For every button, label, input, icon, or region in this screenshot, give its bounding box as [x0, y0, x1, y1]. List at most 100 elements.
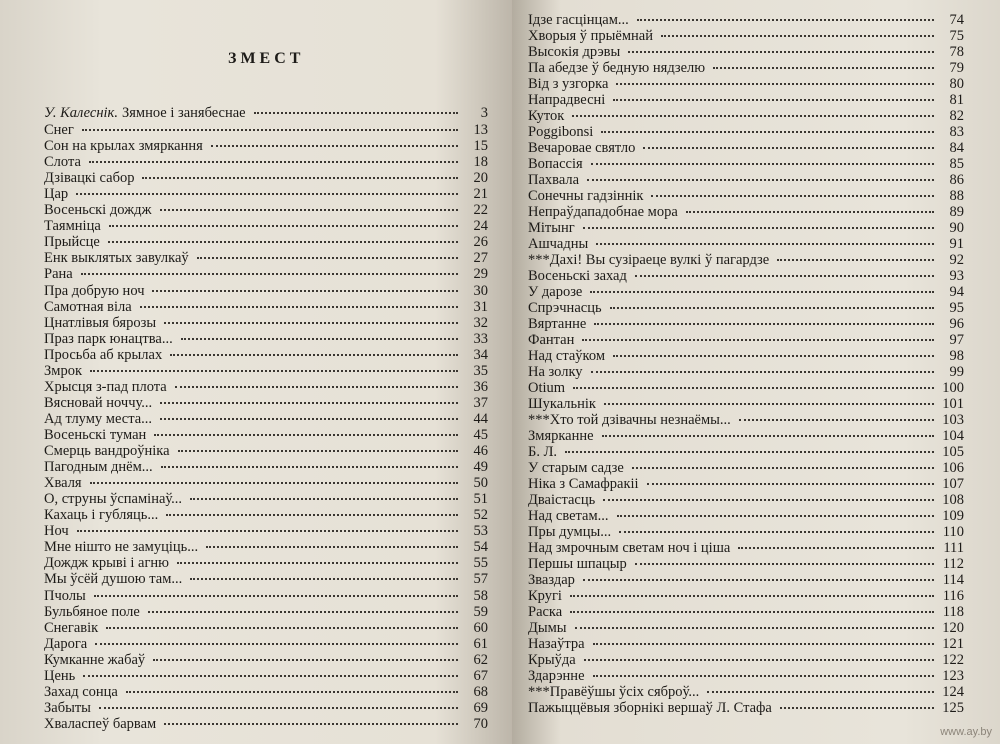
page-number: 27	[473, 250, 489, 267]
leader-dots	[582, 339, 934, 341]
entry-title: Раска	[528, 604, 563, 620]
leader-dots	[587, 179, 934, 181]
page-number: 30	[473, 282, 489, 299]
entry-title: Над светам...	[528, 508, 609, 524]
toc-entry: Б. Л. 105	[528, 444, 964, 461]
leader-dots	[196, 257, 458, 260]
toc-entry: Дымы 120	[528, 620, 964, 637]
entry-title: Здарэнне	[528, 668, 585, 684]
leader-dots	[170, 353, 458, 356]
entry-title: Шукальнік	[528, 396, 596, 412]
toc-entry: Рана 29	[44, 266, 488, 283]
leader-dots	[601, 131, 934, 133]
leader-dots	[107, 241, 458, 244]
page-number: 57	[473, 571, 489, 588]
toc-entry: Мы ўсёй душою там... 57	[44, 571, 488, 588]
page-number: 91	[949, 236, 965, 252]
entry-title: Таямніца	[44, 218, 101, 235]
entry-title: Першы шпацыр	[528, 556, 627, 572]
right-page: Ідзе гасцінцам... 74 Хворыя ў прыёмнай 75 Вы…	[512, 0, 1000, 744]
toc-entry: Пры думцы... 110	[528, 524, 964, 541]
toc-entry: Над стаўком 98	[528, 348, 964, 365]
leader-dots	[164, 722, 458, 725]
toc-entry: Прыйсце 26	[44, 234, 488, 251]
toc-entry: Над змрочным светам ноч і ціша 111	[528, 540, 964, 557]
page-number: 34	[473, 346, 489, 363]
entry-title: Рана	[44, 266, 73, 283]
page-number: 125	[942, 700, 964, 716]
leader-dots	[153, 658, 458, 661]
page-number: 55	[473, 555, 489, 572]
page-number: 80	[949, 76, 965, 92]
leader-dots	[159, 209, 458, 212]
toc-entry: Просьба аб крылах 34	[44, 347, 488, 364]
page-number: 94	[949, 284, 965, 300]
page-number: 46	[473, 443, 489, 460]
toc-entry: Захад сонца 68	[44, 684, 488, 701]
page-number: 51	[473, 491, 489, 508]
toc-entry: Восеньскі захад 93	[528, 268, 964, 285]
toc-entry: Дваістасць 108	[528, 492, 964, 509]
toc-entry: Енк выклятых завулкаў 27	[44, 250, 488, 267]
entry-title: Змрок	[44, 362, 82, 379]
entry-title: Хваласпеў барвам	[44, 715, 157, 732]
entry-title: Цнатлівыя бярозы	[44, 314, 157, 331]
toc-entry: Пагодным днём... 49	[44, 459, 488, 476]
toc-entry: Змрок 35	[44, 363, 488, 380]
toc-entry: Кахаць і губляць... 52	[44, 507, 488, 524]
leader-dots	[660, 35, 934, 37]
toc-entry: Па абедзе ў бедную нядзелю 79	[528, 60, 964, 77]
entry-title: Бульбяное поле	[44, 603, 140, 620]
leader-dots	[631, 467, 934, 469]
entry-title: Снегавік	[44, 619, 99, 636]
leader-dots	[636, 19, 934, 21]
toc-entry: Высокія дрэвы 78	[528, 44, 964, 61]
entry-title: Енк выклятых завулкаў	[44, 250, 189, 267]
page-number: 61	[473, 635, 489, 652]
leader-dots	[95, 642, 458, 645]
entry-title: Хрысця з-пад плота	[44, 378, 167, 395]
toc-entry: Восеньскі дождж 22	[44, 202, 488, 219]
leader-dots	[582, 579, 934, 581]
leader-dots	[603, 403, 934, 405]
page-number: 84	[949, 140, 965, 156]
leader-dots	[616, 515, 934, 517]
entry-title: Цень	[44, 667, 76, 684]
page-number: 105	[942, 444, 964, 460]
leader-dots	[646, 483, 934, 485]
toc-entry: Ад тлуму места... 44	[44, 411, 488, 428]
leader-dots	[707, 691, 934, 693]
entry-title: Poggibonsi	[528, 124, 594, 140]
leader-dots	[651, 195, 934, 197]
toc-entry: ***Хто той дзівачны незнаёмы... 103	[528, 412, 964, 429]
toc-entry: На золку 99	[528, 364, 964, 381]
toc-entry: Снег 13	[44, 122, 488, 139]
page-number: 69	[473, 699, 489, 716]
entry-title: Назаўтра	[528, 636, 585, 652]
entry-title: Хворыя ў прыёмнай	[528, 28, 653, 44]
toc-entry: Сон на крылах змяркання 15	[44, 138, 488, 155]
leader-dots	[713, 67, 934, 69]
leader-dots	[108, 225, 458, 228]
page-number: 82	[949, 108, 965, 124]
page-number: 52	[473, 507, 489, 524]
toc-entry: Дарога 61	[44, 636, 488, 653]
entry-title: Ашчадны	[528, 236, 589, 252]
page-number: 99	[949, 364, 965, 380]
leader-dots	[142, 177, 458, 180]
leader-dots	[572, 115, 934, 117]
page-number: 111	[943, 540, 964, 556]
leader-dots	[738, 547, 934, 549]
leader-dots	[106, 626, 458, 629]
toc-entry: Хваля 50	[44, 475, 488, 492]
entry-title: На золку	[528, 364, 583, 380]
leader-dots	[590, 163, 934, 165]
entry-title: Від з узгорка	[528, 76, 609, 92]
page-number: 20	[473, 170, 489, 187]
toc-entry: У дарозе 94	[528, 284, 964, 301]
page-number: 112	[942, 556, 964, 572]
toc-entry: Смерць вандроўніка 46	[44, 443, 488, 460]
entry-title: ***Правёўшы ўсіх сяброў...	[528, 684, 700, 700]
entry-title: Снег	[44, 122, 74, 138]
page-number: 107	[942, 476, 964, 492]
